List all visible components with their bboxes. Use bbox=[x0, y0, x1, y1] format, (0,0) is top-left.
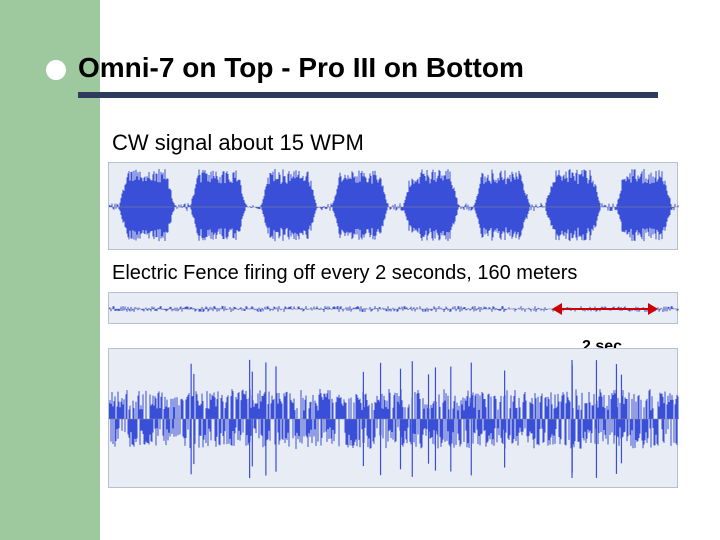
arrow-span bbox=[560, 308, 650, 310]
waveform-panel-bottom bbox=[108, 348, 678, 488]
title-underline bbox=[78, 92, 658, 98]
waveform-panel-top bbox=[108, 162, 678, 250]
bullet-icon bbox=[42, 56, 70, 84]
slide-title: Omni-7 on Top - Pro III on Bottom bbox=[78, 52, 524, 84]
caption-top: CW signal about 15 WPM bbox=[112, 130, 364, 156]
arrow-right-icon bbox=[648, 303, 658, 315]
caption-mid: Electric Fence firing off every 2 second… bbox=[112, 262, 577, 285]
